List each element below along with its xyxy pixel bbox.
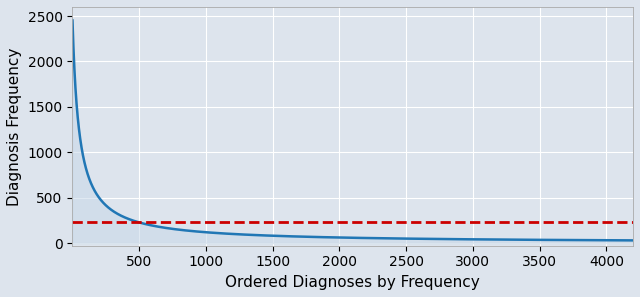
Y-axis label: Diagnosis Frequency: Diagnosis Frequency xyxy=(7,47,22,206)
X-axis label: Ordered Diagnoses by Frequency: Ordered Diagnoses by Frequency xyxy=(225,275,480,290)
